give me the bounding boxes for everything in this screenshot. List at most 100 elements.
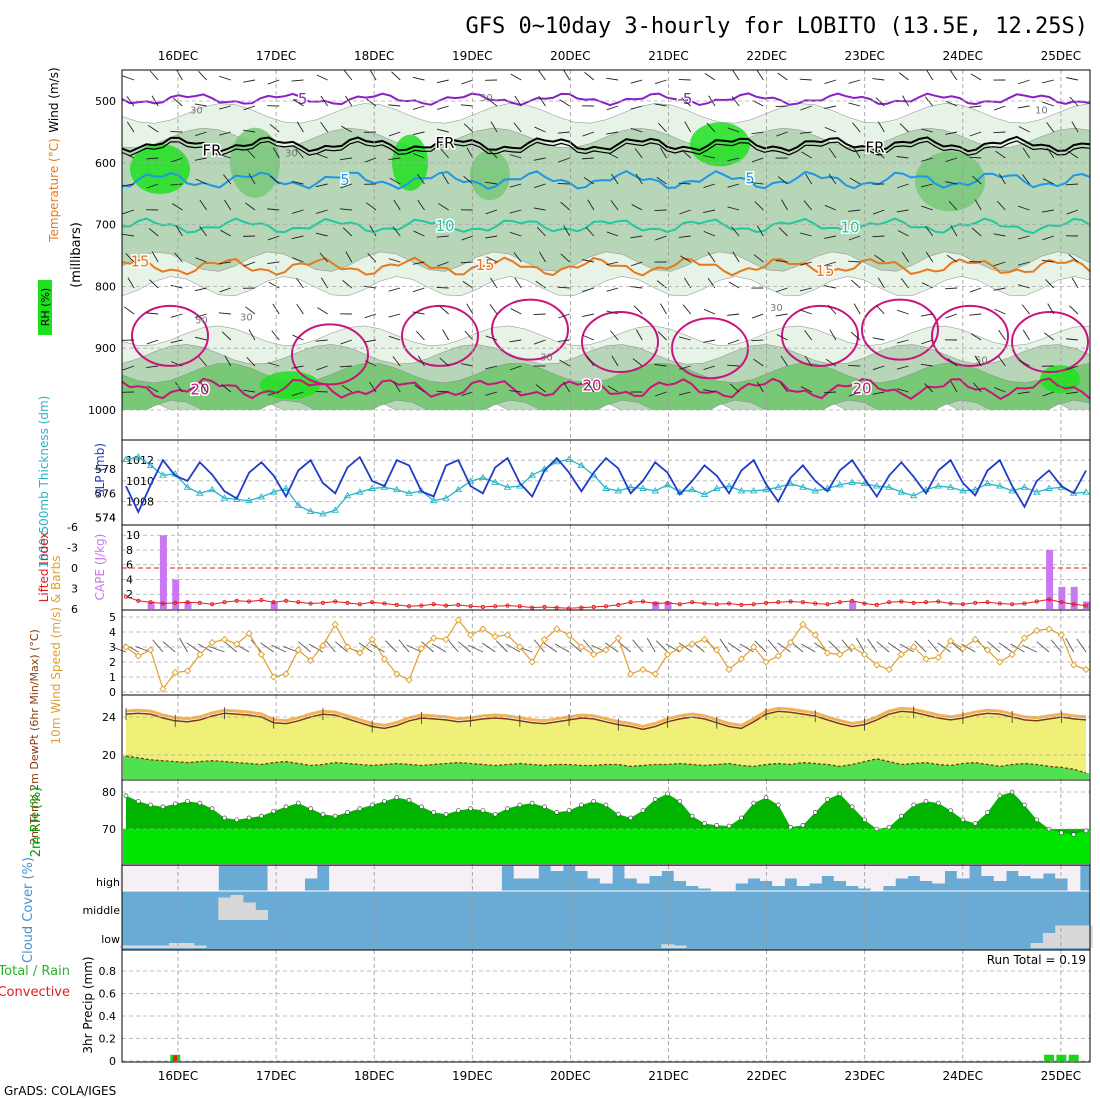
rh-point bbox=[788, 824, 793, 830]
surface-wind-barb bbox=[801, 643, 816, 653]
cloud-low-bar bbox=[1055, 925, 1069, 948]
wind-barb bbox=[945, 131, 958, 135]
surface-wind-barb bbox=[754, 640, 767, 653]
rh-point bbox=[1083, 828, 1089, 834]
wind-barb bbox=[339, 365, 352, 368]
wind-barb bbox=[921, 205, 933, 211]
wind-speed-point bbox=[811, 631, 819, 639]
thickness-point bbox=[946, 483, 955, 490]
wind-speed-point bbox=[343, 643, 352, 651]
wind-barb bbox=[727, 157, 740, 162]
tick-label: 20 bbox=[102, 749, 116, 762]
wind-barb bbox=[727, 127, 740, 133]
wind-barb bbox=[199, 226, 207, 237]
wind-barb bbox=[996, 200, 1006, 211]
wind-barb bbox=[388, 104, 401, 107]
wind-barb bbox=[799, 131, 812, 134]
wind-barb bbox=[461, 235, 474, 241]
wind-barb bbox=[799, 78, 812, 81]
wind-speed-point bbox=[897, 650, 906, 659]
wind-barb bbox=[1018, 205, 1030, 211]
wind-barb bbox=[872, 78, 885, 81]
cloud-high-gap bbox=[1006, 866, 1019, 871]
wind-barb bbox=[219, 154, 231, 159]
wind-speed-point bbox=[946, 637, 955, 645]
wind-barb bbox=[727, 183, 740, 188]
wind-barb bbox=[1066, 338, 1079, 341]
contour-label: 20 bbox=[852, 379, 871, 397]
wind-barb bbox=[466, 303, 474, 315]
wind-speed-point bbox=[183, 667, 192, 675]
cloud-high-gap bbox=[833, 866, 847, 881]
wind-barb bbox=[1021, 304, 1030, 315]
li-point bbox=[739, 602, 744, 608]
temp-contour-t_15 bbox=[121, 256, 1091, 277]
thickness-point bbox=[725, 482, 733, 489]
wind-barb bbox=[679, 209, 691, 215]
wind-barb bbox=[272, 147, 280, 159]
wind-barb bbox=[243, 79, 256, 83]
tick-label: 0.4 bbox=[99, 1010, 117, 1023]
rh-label: 30 bbox=[480, 93, 493, 104]
wind-barb bbox=[635, 173, 643, 185]
panel-2m-rh: 70 80 2m RH (%) bbox=[29, 779, 1091, 866]
cloud-high-gap bbox=[895, 866, 909, 879]
cape-bar bbox=[1083, 601, 1090, 609]
wind-barb bbox=[461, 79, 474, 85]
thickness-point bbox=[651, 487, 660, 494]
axis-title: Lifted Index bbox=[37, 532, 51, 603]
thickness-point bbox=[1045, 484, 1053, 491]
wind-barb bbox=[824, 261, 837, 267]
wind-barb bbox=[291, 391, 304, 397]
cloud-low-bar bbox=[193, 945, 207, 948]
wind-barb bbox=[731, 96, 740, 107]
wind-barb bbox=[315, 183, 328, 188]
wind-barb bbox=[925, 251, 934, 263]
rh-point bbox=[172, 801, 178, 807]
wind-barb bbox=[732, 69, 740, 81]
li-point bbox=[677, 602, 682, 607]
wind-barb bbox=[896, 388, 909, 393]
thickness-point bbox=[872, 482, 881, 489]
wind-barb bbox=[950, 225, 958, 237]
rh-point bbox=[357, 806, 363, 811]
tick-label: 6 bbox=[126, 559, 133, 572]
li-point bbox=[923, 600, 929, 605]
cloud-high-gap bbox=[439, 866, 453, 891]
surface-wind-barb bbox=[1022, 644, 1037, 653]
wind-barb bbox=[367, 253, 377, 263]
thickness-point bbox=[565, 455, 573, 462]
wind-barb bbox=[344, 70, 353, 81]
wind-barb bbox=[563, 225, 571, 237]
wind-barb bbox=[245, 202, 256, 211]
contour-label: FR bbox=[865, 138, 884, 156]
temp-contour-fr-second bbox=[121, 140, 1091, 157]
wind-barb bbox=[146, 312, 159, 315]
surface-wind-barb bbox=[739, 643, 754, 653]
rh-point bbox=[726, 823, 732, 829]
thickness-point bbox=[146, 461, 155, 468]
wind-barb bbox=[993, 131, 1006, 134]
wind-barb bbox=[199, 381, 207, 393]
wind-barb bbox=[1068, 254, 1079, 263]
contour-label: FR bbox=[202, 141, 221, 159]
temp-contour-20-cell bbox=[401, 304, 479, 367]
wind-barb bbox=[125, 253, 135, 263]
wind-barb bbox=[146, 339, 159, 345]
wind-barb bbox=[678, 79, 691, 81]
wind-barb bbox=[781, 199, 788, 211]
temperature-fill bbox=[126, 711, 1086, 774]
wind-barb bbox=[848, 260, 861, 263]
wind-barb bbox=[170, 183, 183, 186]
wind-barb bbox=[875, 304, 885, 315]
wind-barb bbox=[170, 339, 183, 344]
wind-barb bbox=[463, 123, 474, 133]
wind-speed-point bbox=[885, 665, 893, 674]
wind-barb bbox=[1042, 101, 1054, 107]
rh-point bbox=[849, 804, 855, 810]
wind-barb bbox=[829, 329, 837, 341]
cloud-high-gap bbox=[341, 866, 355, 891]
thickness-point bbox=[417, 487, 426, 494]
wind-barb bbox=[969, 313, 982, 316]
wind-barb bbox=[1018, 79, 1030, 85]
